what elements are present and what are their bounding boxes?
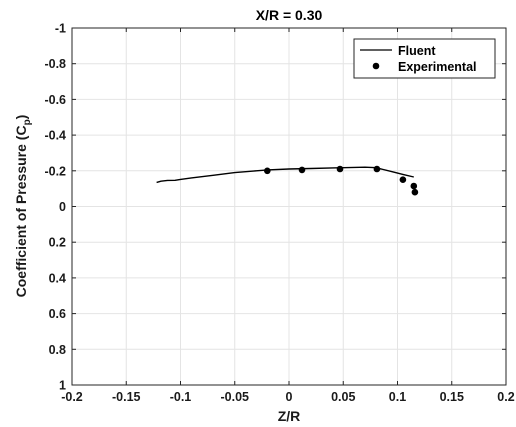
y-tick-label: -1 [55, 22, 66, 36]
experimental-point [336, 165, 344, 173]
experimental-point [411, 188, 419, 196]
legend-experimental-label: Experimental [398, 60, 477, 74]
x-axis-title: Z/R [278, 408, 301, 424]
experimental-point [264, 167, 271, 175]
x-tick-label: -0.1 [170, 390, 192, 404]
axis-ticks: -0.2 -0.15 -0.1 -0.05 0 0.05 0.1 0.15 0.2 -1 -0.8 -… [44, 22, 514, 405]
experimental-point [399, 176, 407, 183]
x-tick-label: -0.05 [221, 390, 250, 404]
legend: Fluent Experimental [353, 38, 496, 79]
y-tick-label: -0.2 [44, 164, 66, 178]
legend-fluent-label: Fluent [398, 44, 436, 58]
grid-lines [71, 27, 507, 386]
y-tick-label: 0.8 [49, 343, 66, 357]
legend-box [353, 38, 496, 79]
experimental-point [373, 165, 381, 173]
y-tick-label: 0.2 [49, 236, 66, 250]
x-tick-label: -0.2 [61, 390, 83, 404]
y-tick-label: 1 [59, 379, 66, 393]
y-axis-title: Coefficient of Pressure (Cp) [13, 115, 33, 298]
y-axis-title-main: Coefficient of Pressure (C [13, 125, 29, 297]
y-axis-title-close: ) [13, 115, 29, 120]
chart-title: X/R = 0.30 [256, 7, 323, 23]
y-tick-label: -0.8 [44, 57, 66, 71]
x-tick-label: 0.05 [331, 390, 355, 404]
x-tick-label: 0.15 [440, 390, 464, 404]
y-tick-label: 0.4 [49, 271, 66, 285]
series-layer [156, 165, 419, 196]
experimental-point [298, 166, 306, 174]
x-tick-label: 0.2 [497, 390, 514, 404]
y-tick-label: 0 [59, 200, 66, 214]
y-tick-label: -0.4 [44, 129, 66, 143]
y-tick-label: 0.6 [49, 307, 66, 321]
y-axis-title-sub: p [22, 119, 33, 125]
legend-experimental-marker [372, 62, 380, 70]
x-tick-label: -0.15 [112, 390, 141, 404]
experimental-point [410, 182, 418, 190]
x-tick-label: 0 [286, 390, 293, 404]
x-tick-label: 0.1 [389, 390, 406, 404]
y-tick-label: -0.6 [44, 93, 66, 107]
